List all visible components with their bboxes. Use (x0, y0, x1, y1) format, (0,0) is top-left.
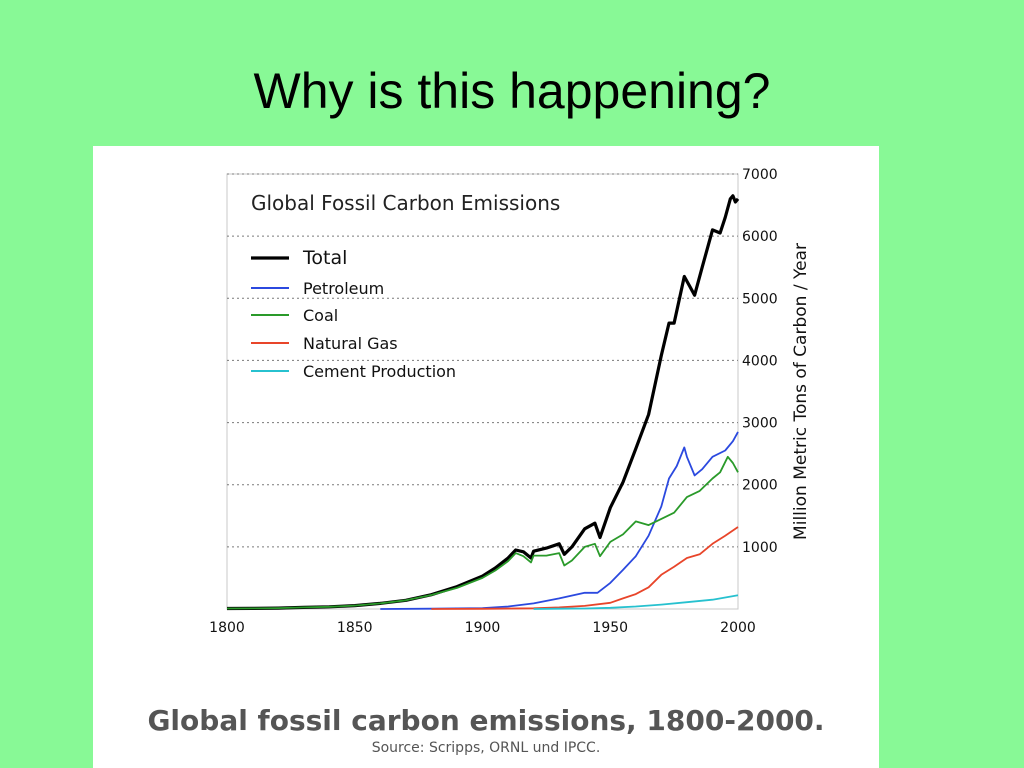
y-tick-label: 2000 (742, 478, 778, 494)
figure-source: Source: Scripps, ORNL und IPCC. (371, 740, 601, 756)
figure-caption: Global fossil carbon emissions, 1800-200… (147, 704, 825, 737)
y-tick-label: 5000 (742, 291, 778, 307)
legend-label: Total (302, 247, 347, 269)
x-tick-label: 1800 (209, 620, 245, 636)
y-tick-label: 3000 (742, 416, 778, 432)
legend-label: Petroleum (303, 279, 384, 298)
series-line-petroleum (380, 431, 739, 610)
x-tick-label: 1900 (465, 620, 501, 636)
legend-label: Natural Gas (303, 334, 398, 353)
series-line-cement-production (533, 594, 739, 610)
emissions-chart: 1000 2000 3000 4000 5000 6000 7000 1800 1850 1900… (209, 167, 811, 636)
chart-title: Global Fossil Carbon Emissions (251, 191, 560, 215)
legend-label: Coal (303, 306, 338, 325)
plot-frame (226, 173, 739, 610)
slide-title: Why is this happening? (253, 63, 771, 119)
y-tick-label: 7000 (742, 167, 778, 183)
x-tick-label: 1950 (592, 620, 628, 636)
x-tick-label: 2000 (720, 620, 756, 636)
series-line-coal (226, 455, 739, 610)
series-line-natural-gas (431, 526, 739, 610)
y-tick-label: 6000 (742, 229, 778, 245)
chart-panel: 1000 2000 3000 4000 5000 6000 7000 1800 1850 1900… (93, 146, 879, 768)
y-tick-label: 4000 (742, 353, 778, 369)
y-axis-label: Million Metric Tons of Carbon / Year (791, 243, 811, 540)
x-tick-label: 1850 (337, 620, 373, 636)
legend-label: Cement Production (303, 362, 456, 381)
y-tick-label: 1000 (742, 540, 778, 556)
